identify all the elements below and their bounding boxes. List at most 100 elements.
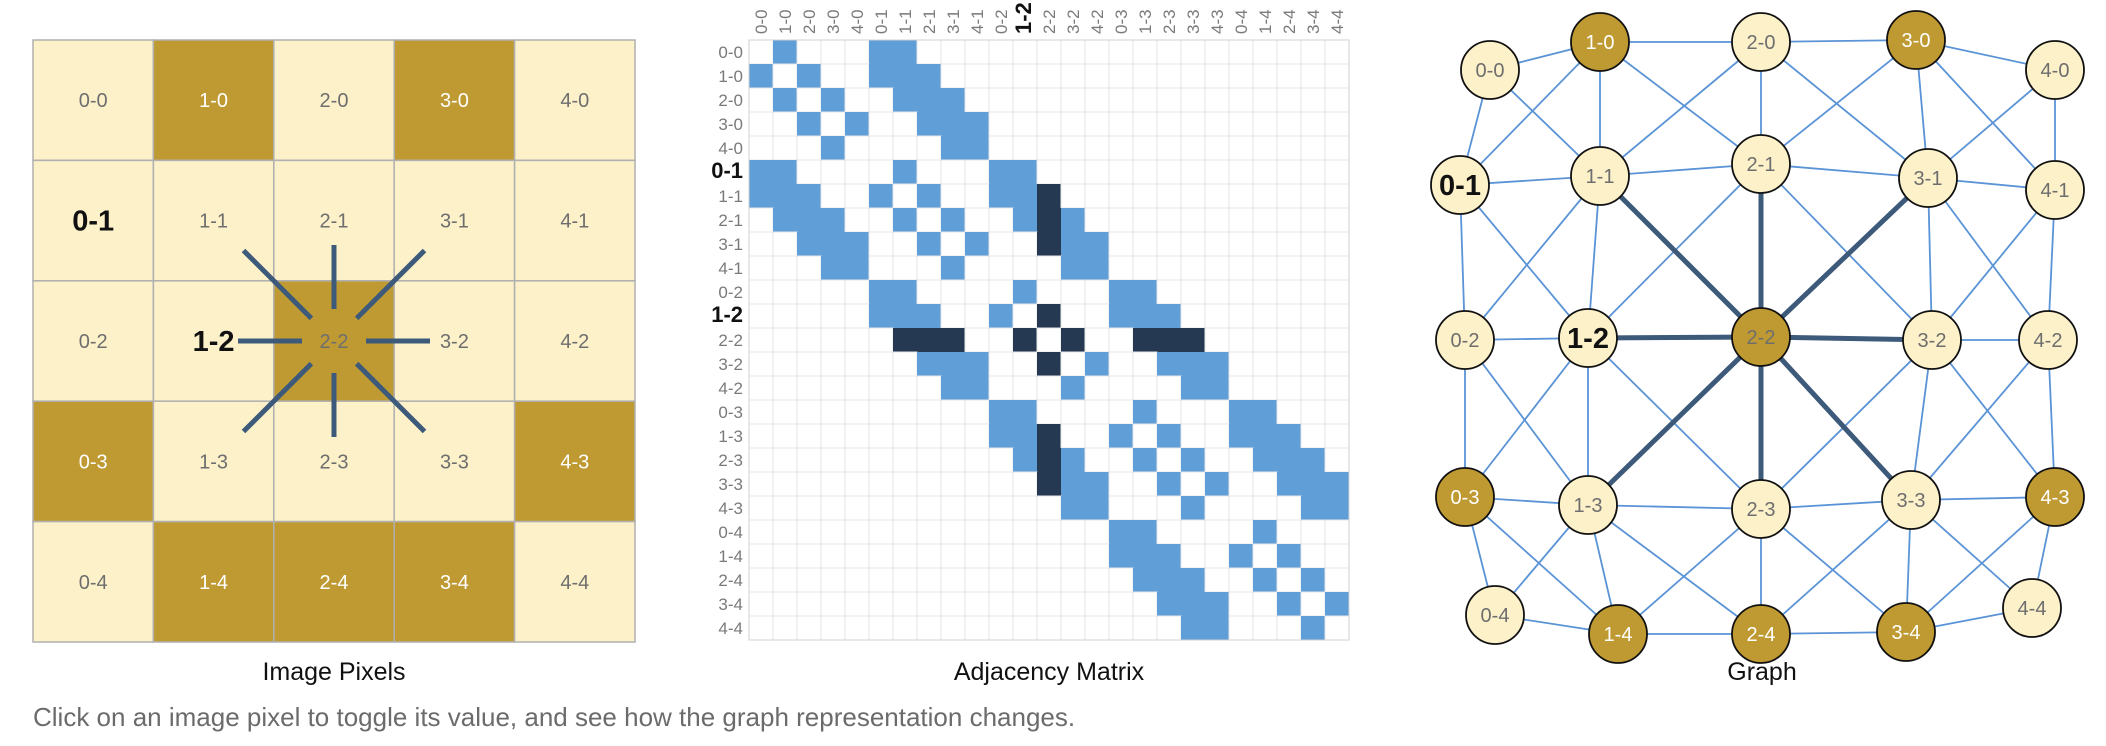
graph-node-4-2 <box>2018 310 2078 370</box>
matrix-cell-3-1-2-3 <box>1156 231 1182 257</box>
matrix-cell-1-1-0-2 <box>989 184 1013 208</box>
matrix-cell-4-1-3-2 <box>1061 256 1085 280</box>
matrix-cell-2-2-1-1 <box>893 328 917 352</box>
matrix-cell-2-0-0-1 <box>868 87 894 113</box>
graph-node-0-3 <box>1435 467 1495 527</box>
pixel-3-0[interactable] <box>393 39 516 162</box>
matrix-cell-0-0-1-4 <box>1252 39 1278 65</box>
matrix-cell-0-4-2-2 <box>1036 519 1062 545</box>
matrix-cell-0-0-2-3 <box>1156 39 1182 65</box>
matrix-cell-2-4-3-3 <box>1181 568 1205 592</box>
matrix-cell-1-3-2-3 <box>1157 424 1181 448</box>
matrix-cell-3-4-0-2 <box>988 591 1014 617</box>
graph-node-label: 0-1 <box>1439 170 1481 202</box>
matrix-cell-0-4-0-3 <box>1109 520 1133 544</box>
pixel-0-0[interactable] <box>32 39 155 162</box>
matrix-cell-2-2-2-1 <box>917 328 941 352</box>
matrix-cell-1-3-0-4 <box>1229 424 1253 448</box>
matrix-cell-4-1-0-2 <box>988 255 1014 281</box>
matrix-cell-0-4-1-2 <box>1012 519 1038 545</box>
matrix-cell-4-0-1-2 <box>1012 135 1038 161</box>
matrix-cell-3-3-4-2 <box>1085 472 1109 496</box>
pixel-4-0[interactable] <box>513 39 636 162</box>
matrix-cell-4-3-0-2 <box>988 495 1014 521</box>
matrix-cell-2-2-2-3 <box>1157 328 1181 352</box>
matrix-cell-3-0-0-4 <box>1228 111 1254 137</box>
matrix-cell-2-3-3-3 <box>1181 448 1205 472</box>
graph-edge-0-3-1-4 <box>1464 496 1619 635</box>
matrix-cell-2-0-1-4 <box>1252 87 1278 113</box>
matrix-cell-2-4-3-1 <box>940 567 966 593</box>
pixel-0-4[interactable] <box>32 520 155 643</box>
pixel-4-2[interactable] <box>513 280 636 402</box>
matrix-cell-4-4-0-0 <box>748 615 774 641</box>
matrix-cell-3-0-3-2 <box>1060 111 1086 137</box>
matrix-cell-1-1-3-1 <box>940 183 966 209</box>
matrix-cell-3-1-0-2 <box>988 231 1014 257</box>
matrix-cell-4-3-4-0 <box>844 495 870 521</box>
matrix-cell-1-4-4-3 <box>1204 543 1230 569</box>
matrix-cell-4-1-3-3 <box>1180 255 1206 281</box>
pixel-4-3[interactable] <box>513 400 636 523</box>
matrix-cell-0-0-3-1 <box>940 39 966 65</box>
matrix-cell-4-3-2-2 <box>1036 495 1062 521</box>
matrix-row-label: 0-0 <box>718 43 743 62</box>
matrix-cell-2-4-3-4 <box>1301 568 1325 592</box>
matrix-cell-1-4-4-2 <box>1084 543 1110 569</box>
pixel-4-1[interactable] <box>513 159 636 282</box>
matrix-cell-4-2-1-3 <box>1132 375 1158 401</box>
matrix-cell-0-4-3-4 <box>1300 519 1326 545</box>
pixel-label: 1-1 <box>199 211 228 233</box>
matrix-cell-4-3-4-3 <box>1204 495 1230 521</box>
matrix-cell-4-3-0-1 <box>868 495 894 521</box>
matrix-cell-1-1-2-3 <box>1156 183 1182 209</box>
pixel-0-3[interactable] <box>32 400 155 523</box>
matrix-cell-4-1-0-0 <box>748 255 774 281</box>
matrix-cell-4-4-3-0 <box>820 615 846 641</box>
matrix-col-label: 4-3 <box>1208 9 1227 34</box>
matrix-cell-3-3-1-4 <box>1252 471 1278 497</box>
matrix-cell-0-3-2-0 <box>796 399 822 425</box>
matrix-cell-1-3-0-1 <box>868 423 894 449</box>
matrix-cell-3-2-1-4 <box>1252 351 1278 377</box>
matrix-cell-3-1-4-3 <box>1204 231 1230 257</box>
graph-node-4-3 <box>2025 467 2085 527</box>
matrix-cell-3-2-0-4 <box>1228 351 1254 377</box>
graph-node-4-4 <box>2002 578 2062 638</box>
matrix-cell-3-1-3-3 <box>1180 231 1206 257</box>
graph-node-4-1 <box>2025 160 2085 220</box>
matrix-cell-3-0-4-2 <box>1084 111 1110 137</box>
matrix-cell-4-0-2-1 <box>916 135 942 161</box>
matrix-cell-1-1-3-2 <box>1060 183 1086 209</box>
matrix-cell-4-2-1-2 <box>1012 375 1038 401</box>
matrix-cell-2-1-0-0 <box>748 207 774 233</box>
pixel-2-0[interactable] <box>273 39 395 162</box>
matrix-cell-1-4-0-3 <box>1109 544 1133 568</box>
matrix-cell-2-3-4-1 <box>964 447 990 473</box>
pixel-0-1[interactable] <box>32 159 155 282</box>
pixel-1-4[interactable] <box>152 520 275 643</box>
matrix-cell-3-2-2-2 <box>1037 352 1061 376</box>
matrix-cell-3-0-4-4 <box>1324 111 1350 137</box>
matrix-cell-3-2-1-0 <box>772 351 798 377</box>
pixel-2-4[interactable] <box>273 520 395 643</box>
matrix-cell-4-3-3-3 <box>1181 496 1205 520</box>
matrix-cell-1-3-2-0 <box>796 423 822 449</box>
matrix-cell-3-1-0-1 <box>868 231 894 257</box>
matrix-cell-0-2-4-4 <box>1324 279 1350 305</box>
matrix-cell-3-0-3-1 <box>941 112 965 136</box>
matrix-cell-3-2-2-0 <box>796 351 822 377</box>
pixel-1-0[interactable] <box>152 39 275 162</box>
matrix-cell-1-3-0-2 <box>989 424 1013 448</box>
matrix-cell-0-1-0-0 <box>749 160 773 184</box>
matrix-cell-4-3-3-1 <box>940 495 966 521</box>
matrix-cell-3-2-3-2 <box>1060 351 1086 377</box>
pixel-4-4[interactable] <box>513 520 636 643</box>
matrix-cell-3-3-3-0 <box>820 471 846 497</box>
matrix-cell-4-4-4-4 <box>1324 615 1350 641</box>
matrix-cell-4-3-4-4 <box>1325 496 1349 520</box>
matrix-cell-1-3-2-1 <box>916 423 942 449</box>
matrix-cell-4-2-4-0 <box>844 375 870 401</box>
matrix-cell-1-3-1-2 <box>1013 424 1037 448</box>
matrix-cell-0-2-1-2 <box>1013 280 1037 304</box>
